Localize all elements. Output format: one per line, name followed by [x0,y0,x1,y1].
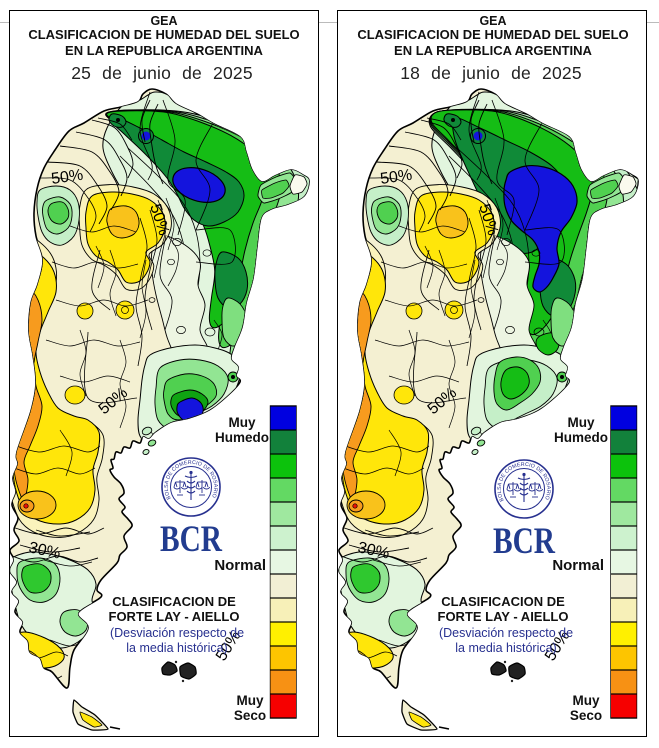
svg-text:50%: 50% [50,167,84,188]
svg-text:BCR: BCR [493,521,556,562]
svg-text:30%: 30% [356,539,391,562]
svg-text:30%: 30% [27,539,62,562]
svg-text:50%: 50% [379,167,413,188]
svg-text:BCR: BCR [160,519,223,560]
